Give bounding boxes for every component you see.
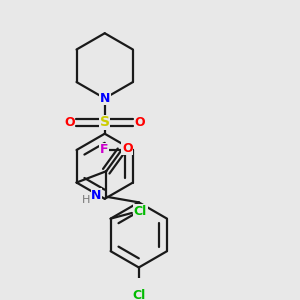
Text: O: O — [64, 116, 75, 129]
Text: O: O — [135, 116, 146, 129]
Text: Cl: Cl — [132, 289, 146, 300]
Text: N: N — [91, 189, 101, 202]
Text: H: H — [82, 194, 90, 205]
Text: O: O — [122, 142, 133, 154]
Text: Cl: Cl — [134, 205, 147, 218]
Text: S: S — [100, 116, 110, 129]
Text: F: F — [100, 143, 108, 157]
Text: N: N — [100, 92, 110, 105]
